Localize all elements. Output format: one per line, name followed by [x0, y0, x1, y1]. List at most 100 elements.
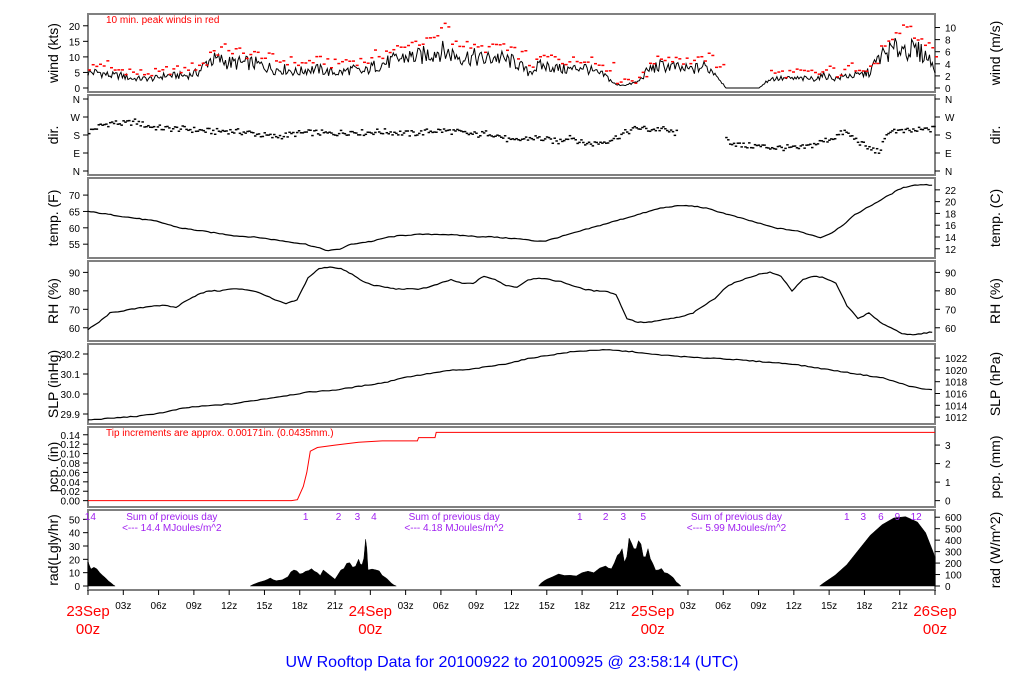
wind-peak-mark: [671, 60, 674, 63]
dir-point: [315, 129, 318, 132]
dir-point: [763, 144, 766, 146]
wind-peak-mark: [572, 56, 575, 58]
wind-peak-mark: [469, 47, 473, 49]
dir-point: [904, 128, 907, 131]
dir-point: [486, 134, 490, 137]
dir-point: [549, 138, 553, 140]
wind-peak-mark: [377, 55, 381, 58]
wind-peak-mark: [550, 54, 553, 56]
wind-peak-mark: [876, 62, 880, 65]
dir-point: [227, 133, 230, 135]
wind-annotation: 10 min. peak winds in red: [106, 15, 219, 26]
wind-rtick-label: 8: [945, 36, 951, 47]
wind-peak-mark: [535, 58, 539, 60]
dir-point: [389, 131, 392, 133]
rad-ylabel-right: rad (W/m^2): [987, 512, 1003, 589]
wind-peak-mark: [781, 70, 784, 72]
wind-peak-mark: [832, 67, 836, 69]
rad-hour-mark: 1: [303, 512, 309, 523]
wind-peak-mark: [561, 62, 564, 65]
wind-peak-mark: [594, 62, 597, 65]
wind-peak-mark: [143, 73, 146, 76]
wind-peak-mark: [410, 41, 414, 44]
slp-ytick-label: 30.2: [61, 350, 81, 361]
wind-peak-mark: [788, 69, 792, 72]
dir-point: [488, 134, 492, 136]
dir-point: [133, 118, 137, 120]
dir-point: [219, 131, 223, 133]
wind-peak-mark: [407, 44, 410, 47]
wind-peak-mark: [282, 60, 286, 62]
dir-point: [255, 133, 259, 136]
wind-peak-mark: [220, 46, 223, 48]
dir-point: [772, 147, 776, 150]
wind-frame: [87, 13, 936, 93]
rad-hour-mark: 5: [640, 512, 646, 523]
dir-point: [120, 124, 123, 126]
x-tick-label: 15z: [539, 601, 555, 612]
temp-ytick-label: 65: [69, 207, 81, 218]
dir-point: [162, 128, 165, 131]
dir-point: [822, 140, 825, 143]
dir-point: [391, 134, 394, 136]
dir-point: [622, 132, 625, 134]
dir-point: [465, 132, 469, 135]
dir-point: [614, 135, 618, 137]
rh-ytick-label: 80: [69, 287, 81, 298]
dir-rtick-label: E: [945, 149, 952, 160]
dir-point: [881, 140, 885, 143]
rad-hour-mark: 3: [355, 512, 361, 523]
wind-peak-mark: [931, 47, 935, 49]
wind-peak-mark: [216, 54, 220, 56]
dir-point: [494, 135, 497, 137]
dir-point: [326, 132, 329, 134]
dir-point: [307, 129, 310, 131]
dir-point: [456, 128, 459, 131]
rad-ytick-label: 20: [69, 555, 81, 566]
dir-point: [217, 130, 221, 132]
wind-peak-mark: [374, 49, 377, 51]
dir-point: [213, 133, 217, 136]
date-label-hour: 00z: [641, 621, 665, 638]
wind-peak-mark: [458, 45, 462, 48]
dir-point: [398, 130, 402, 133]
dir-point: [576, 142, 579, 145]
dir-point: [597, 143, 600, 145]
date-label-hour: 00z: [358, 621, 382, 638]
dir-point: [139, 125, 143, 127]
dir-point: [618, 137, 621, 140]
dir-point: [734, 145, 738, 147]
wind-peak-mark: [344, 59, 348, 61]
dir-point: [583, 144, 587, 146]
wind-peak-mark: [700, 55, 704, 58]
dir-point: [786, 144, 789, 146]
dir-point: [496, 134, 499, 136]
rh-ylabel-right: RH (%): [987, 278, 1003, 324]
x-tick-label: 09z: [750, 601, 766, 612]
dir-point: [425, 128, 429, 130]
rad-rtick-label: 200: [945, 559, 962, 570]
dir-point: [112, 122, 116, 125]
wind-peak-mark: [355, 64, 359, 67]
x-tick-label: 18z: [856, 601, 872, 612]
dir-point: [286, 136, 289, 138]
dir-point: [311, 134, 314, 137]
wind-peak-mark: [88, 69, 91, 71]
dir-point: [265, 134, 268, 136]
dir-point: [126, 120, 129, 122]
wind-ylabel: wind (kts): [45, 23, 61, 84]
dir-point: [194, 130, 198, 133]
wind-peak-mark: [476, 46, 480, 48]
wind-peak-mark: [916, 39, 920, 41]
dir-point: [129, 124, 133, 126]
dir-point: [313, 130, 316, 132]
wind-peak-mark: [898, 32, 902, 35]
dir-point: [269, 133, 272, 136]
x-tick-label: 21z: [892, 601, 908, 612]
dir-point: [295, 131, 299, 134]
dir-point: [643, 125, 646, 128]
rh-rtick-label: 70: [945, 305, 957, 316]
dir-point: [143, 126, 146, 128]
dir-point: [454, 130, 457, 132]
dir-point: [660, 127, 663, 130]
